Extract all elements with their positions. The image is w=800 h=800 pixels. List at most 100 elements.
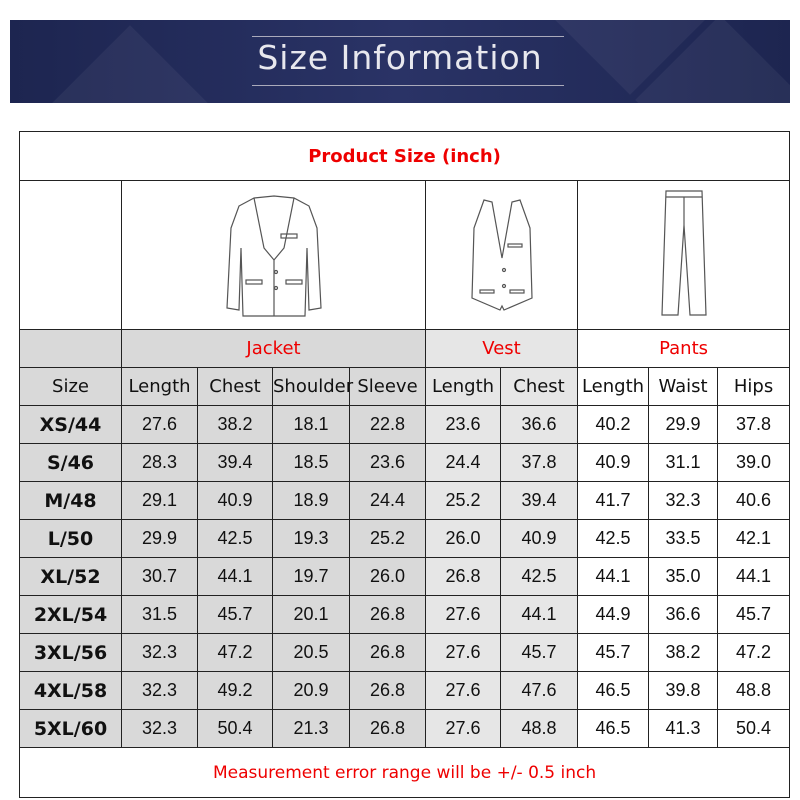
measurement-cell: 47.6 [500, 671, 578, 710]
pants-icon [660, 190, 707, 316]
measurement-cell: 26.8 [349, 709, 426, 748]
measurement-cell: 39.4 [500, 481, 578, 520]
measurement-cell: 26.0 [349, 557, 426, 596]
measurement-cell: 26.0 [425, 519, 501, 558]
measurement-cell: 41.3 [648, 709, 718, 748]
size-table: Product Size (inch) Jacket Vest Pants Si… [18, 131, 791, 798]
group-vest: Vest [425, 329, 578, 368]
measurement-cell: 37.8 [716, 405, 791, 444]
measurement-cell: 41.7 [577, 481, 649, 520]
measurement-cell: 47.2 [197, 633, 273, 672]
measurement-cell: 35.0 [648, 557, 718, 596]
table-row: 2XL/54 31.5 45.7 20.1 26.8 27.6 44.1 44.9 36.6 45… [19, 595, 791, 634]
measurement-cell: 26.8 [349, 633, 426, 672]
table-title: Product Size (inch) [18, 131, 791, 181]
measurement-cell: 19.3 [272, 519, 350, 558]
measurement-cell: 44.1 [716, 557, 791, 596]
measurement-cell: 20.1 [272, 595, 350, 634]
size-label: XS/44 [19, 405, 122, 444]
column-header: Size [19, 367, 122, 406]
measurement-cell: 37.8 [500, 443, 578, 482]
measurement-cell: 45.7 [500, 633, 578, 672]
measurement-cell: 45.7 [577, 633, 649, 672]
group-pants: Pants [576, 329, 791, 368]
banner-title: Size Information [257, 38, 543, 77]
measurement-cell: 27.6 [425, 671, 501, 710]
measurement-cell: 42.5 [577, 519, 649, 558]
measurement-cell: 26.8 [425, 557, 501, 596]
measurement-cell: 27.6 [425, 595, 501, 634]
measurement-cell: 46.5 [577, 671, 649, 710]
size-label: L/50 [19, 519, 122, 558]
measurement-cell: 42.5 [197, 519, 273, 558]
measurement-cell: 39.4 [197, 443, 273, 482]
measurement-cell: 26.8 [349, 671, 426, 710]
measurement-cell: 33.5 [648, 519, 718, 558]
size-label: S/46 [19, 443, 122, 482]
table-row: L/50 29.9 42.5 19.3 25.2 26.0 40.9 42.5 33.5 42.1 [19, 519, 791, 558]
measurement-cell: 44.1 [577, 557, 649, 596]
measurement-cell: 32.3 [121, 671, 198, 710]
measurement-cell: 46.5 [577, 709, 649, 748]
table-row: 5XL/60 32.3 50.4 21.3 26.8 27.6 48.8 46.5 41.3 50… [19, 709, 791, 748]
measurement-cell: 39.0 [716, 443, 791, 482]
measurement-cell: 27.6 [425, 709, 501, 748]
measurement-cell: 40.2 [577, 405, 649, 444]
measurement-cell: 22.8 [349, 405, 426, 444]
measurement-cell: 24.4 [349, 481, 426, 520]
table-row: M/48 29.1 40.9 18.9 24.4 25.2 39.4 41.7 32.3 40.6 [19, 481, 791, 520]
measurement-cell: 32.3 [121, 633, 198, 672]
measurement-cell: 50.4 [716, 709, 791, 748]
size-label: XL/52 [19, 557, 122, 596]
measurement-cell: 29.1 [121, 481, 198, 520]
measurement-cell: 38.2 [648, 633, 718, 672]
empty-cell [19, 180, 122, 330]
size-label: M/48 [19, 481, 122, 520]
measurement-cell: 45.7 [716, 595, 791, 634]
vest-icon [470, 198, 533, 311]
measurement-cell: 40.9 [197, 481, 273, 520]
table-row: XL/52 30.7 44.1 19.7 26.0 26.8 42.5 44.1 35.0 44.… [19, 557, 791, 596]
measurement-cell: 42.1 [716, 519, 791, 558]
header-banner: Size Information [10, 20, 790, 103]
measurement-cell: 31.5 [121, 595, 198, 634]
measurement-cell: 42.5 [500, 557, 578, 596]
measurement-cell: 30.7 [121, 557, 198, 596]
measurement-cell: 32.3 [648, 481, 718, 520]
measurement-cell: 31.1 [648, 443, 718, 482]
empty-group-cell [19, 329, 122, 368]
column-header: Sleeve [349, 367, 426, 406]
measurement-cell: 20.5 [272, 633, 350, 672]
size-label: 5XL/60 [19, 709, 122, 748]
measurement-cell: 48.8 [716, 671, 791, 710]
measurement-cell: 20.9 [272, 671, 350, 710]
size-label: 2XL/54 [19, 595, 122, 634]
column-header: Waist [648, 367, 718, 406]
measurement-cell: 25.2 [349, 519, 426, 558]
measurement-cell: 44.9 [577, 595, 649, 634]
measurement-cell: 19.7 [272, 557, 350, 596]
measurement-cell: 44.1 [500, 595, 578, 634]
measurement-cell: 38.2 [197, 405, 273, 444]
column-header: Length [577, 367, 649, 406]
measurement-cell: 29.9 [121, 519, 198, 558]
measurement-note: Measurement error range will be +/- 0.5 … [18, 747, 791, 798]
measurement-cell: 29.9 [648, 405, 718, 444]
vest-image [425, 180, 578, 330]
table-row: S/46 28.3 39.4 18.5 23.6 24.4 37.8 40.9 31.1 39.0 [19, 443, 791, 482]
size-label: 3XL/56 [19, 633, 122, 672]
measurement-cell: 36.6 [648, 595, 718, 634]
column-header: Chest [500, 367, 578, 406]
measurement-cell: 28.3 [121, 443, 198, 482]
column-header: Length [121, 367, 198, 406]
measurement-cell: 50.4 [197, 709, 273, 748]
measurement-cell: 23.6 [425, 405, 501, 444]
table-row: XS/44 27.6 38.2 18.1 22.8 23.6 36.6 40.2 29.9 37.… [19, 405, 791, 444]
group-jacket: Jacket [121, 329, 426, 368]
measurement-cell: 39.8 [648, 671, 718, 710]
jacket-icon [225, 194, 322, 317]
column-header: Chest [197, 367, 273, 406]
table-row: 3XL/56 32.3 47.2 20.5 26.8 27.6 45.7 45.7 38.2 47… [19, 633, 791, 672]
measurement-cell: 44.1 [197, 557, 273, 596]
size-label: 4XL/58 [19, 671, 122, 710]
